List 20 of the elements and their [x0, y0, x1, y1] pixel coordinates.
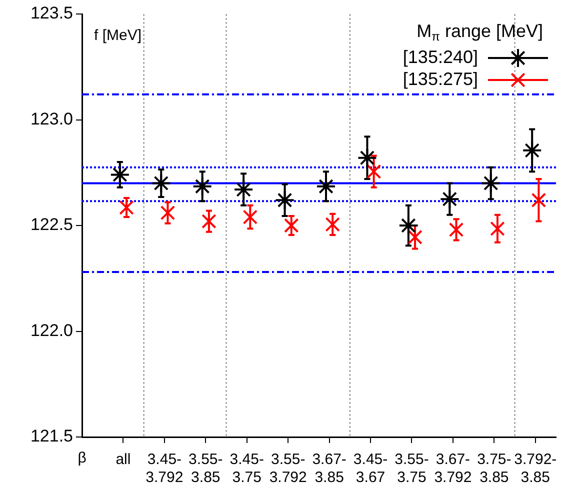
- y-tick-label: 122.5: [30, 215, 73, 234]
- x-tick-label: 3.45- 3.75: [230, 451, 264, 486]
- x-tick-label: 3.67- 3.792: [434, 451, 472, 486]
- y-tick-label: 121.5: [30, 426, 73, 446]
- x-tick-label: 3.55- 3.792: [269, 451, 307, 486]
- x-tick-label: 3.55- 3.85: [188, 451, 223, 486]
- x-tick-label: all: [116, 451, 131, 468]
- x-tick-label: 3.45- 3.792: [146, 451, 184, 486]
- x-axis-title: β: [78, 450, 87, 467]
- y-tick-label: 123.0: [30, 109, 73, 128]
- x-tick-label: 3.792- 3.85: [514, 451, 557, 486]
- x-tick-label: 3.75- 3.85: [477, 451, 512, 486]
- x-tick-label: 3.67- 3.85: [312, 451, 346, 486]
- y-tick-label: 123.5: [30, 4, 73, 23]
- legend-label: [135:275]: [402, 68, 478, 89]
- annotation: f [MeV]: [94, 27, 142, 44]
- y-tick-label: 122.0: [30, 320, 73, 340]
- x-tick-label: 3.55- 3.75: [394, 451, 429, 486]
- legend-label: [135:240]: [402, 46, 478, 67]
- x-tick-label: 3.45- 3.67: [353, 451, 388, 486]
